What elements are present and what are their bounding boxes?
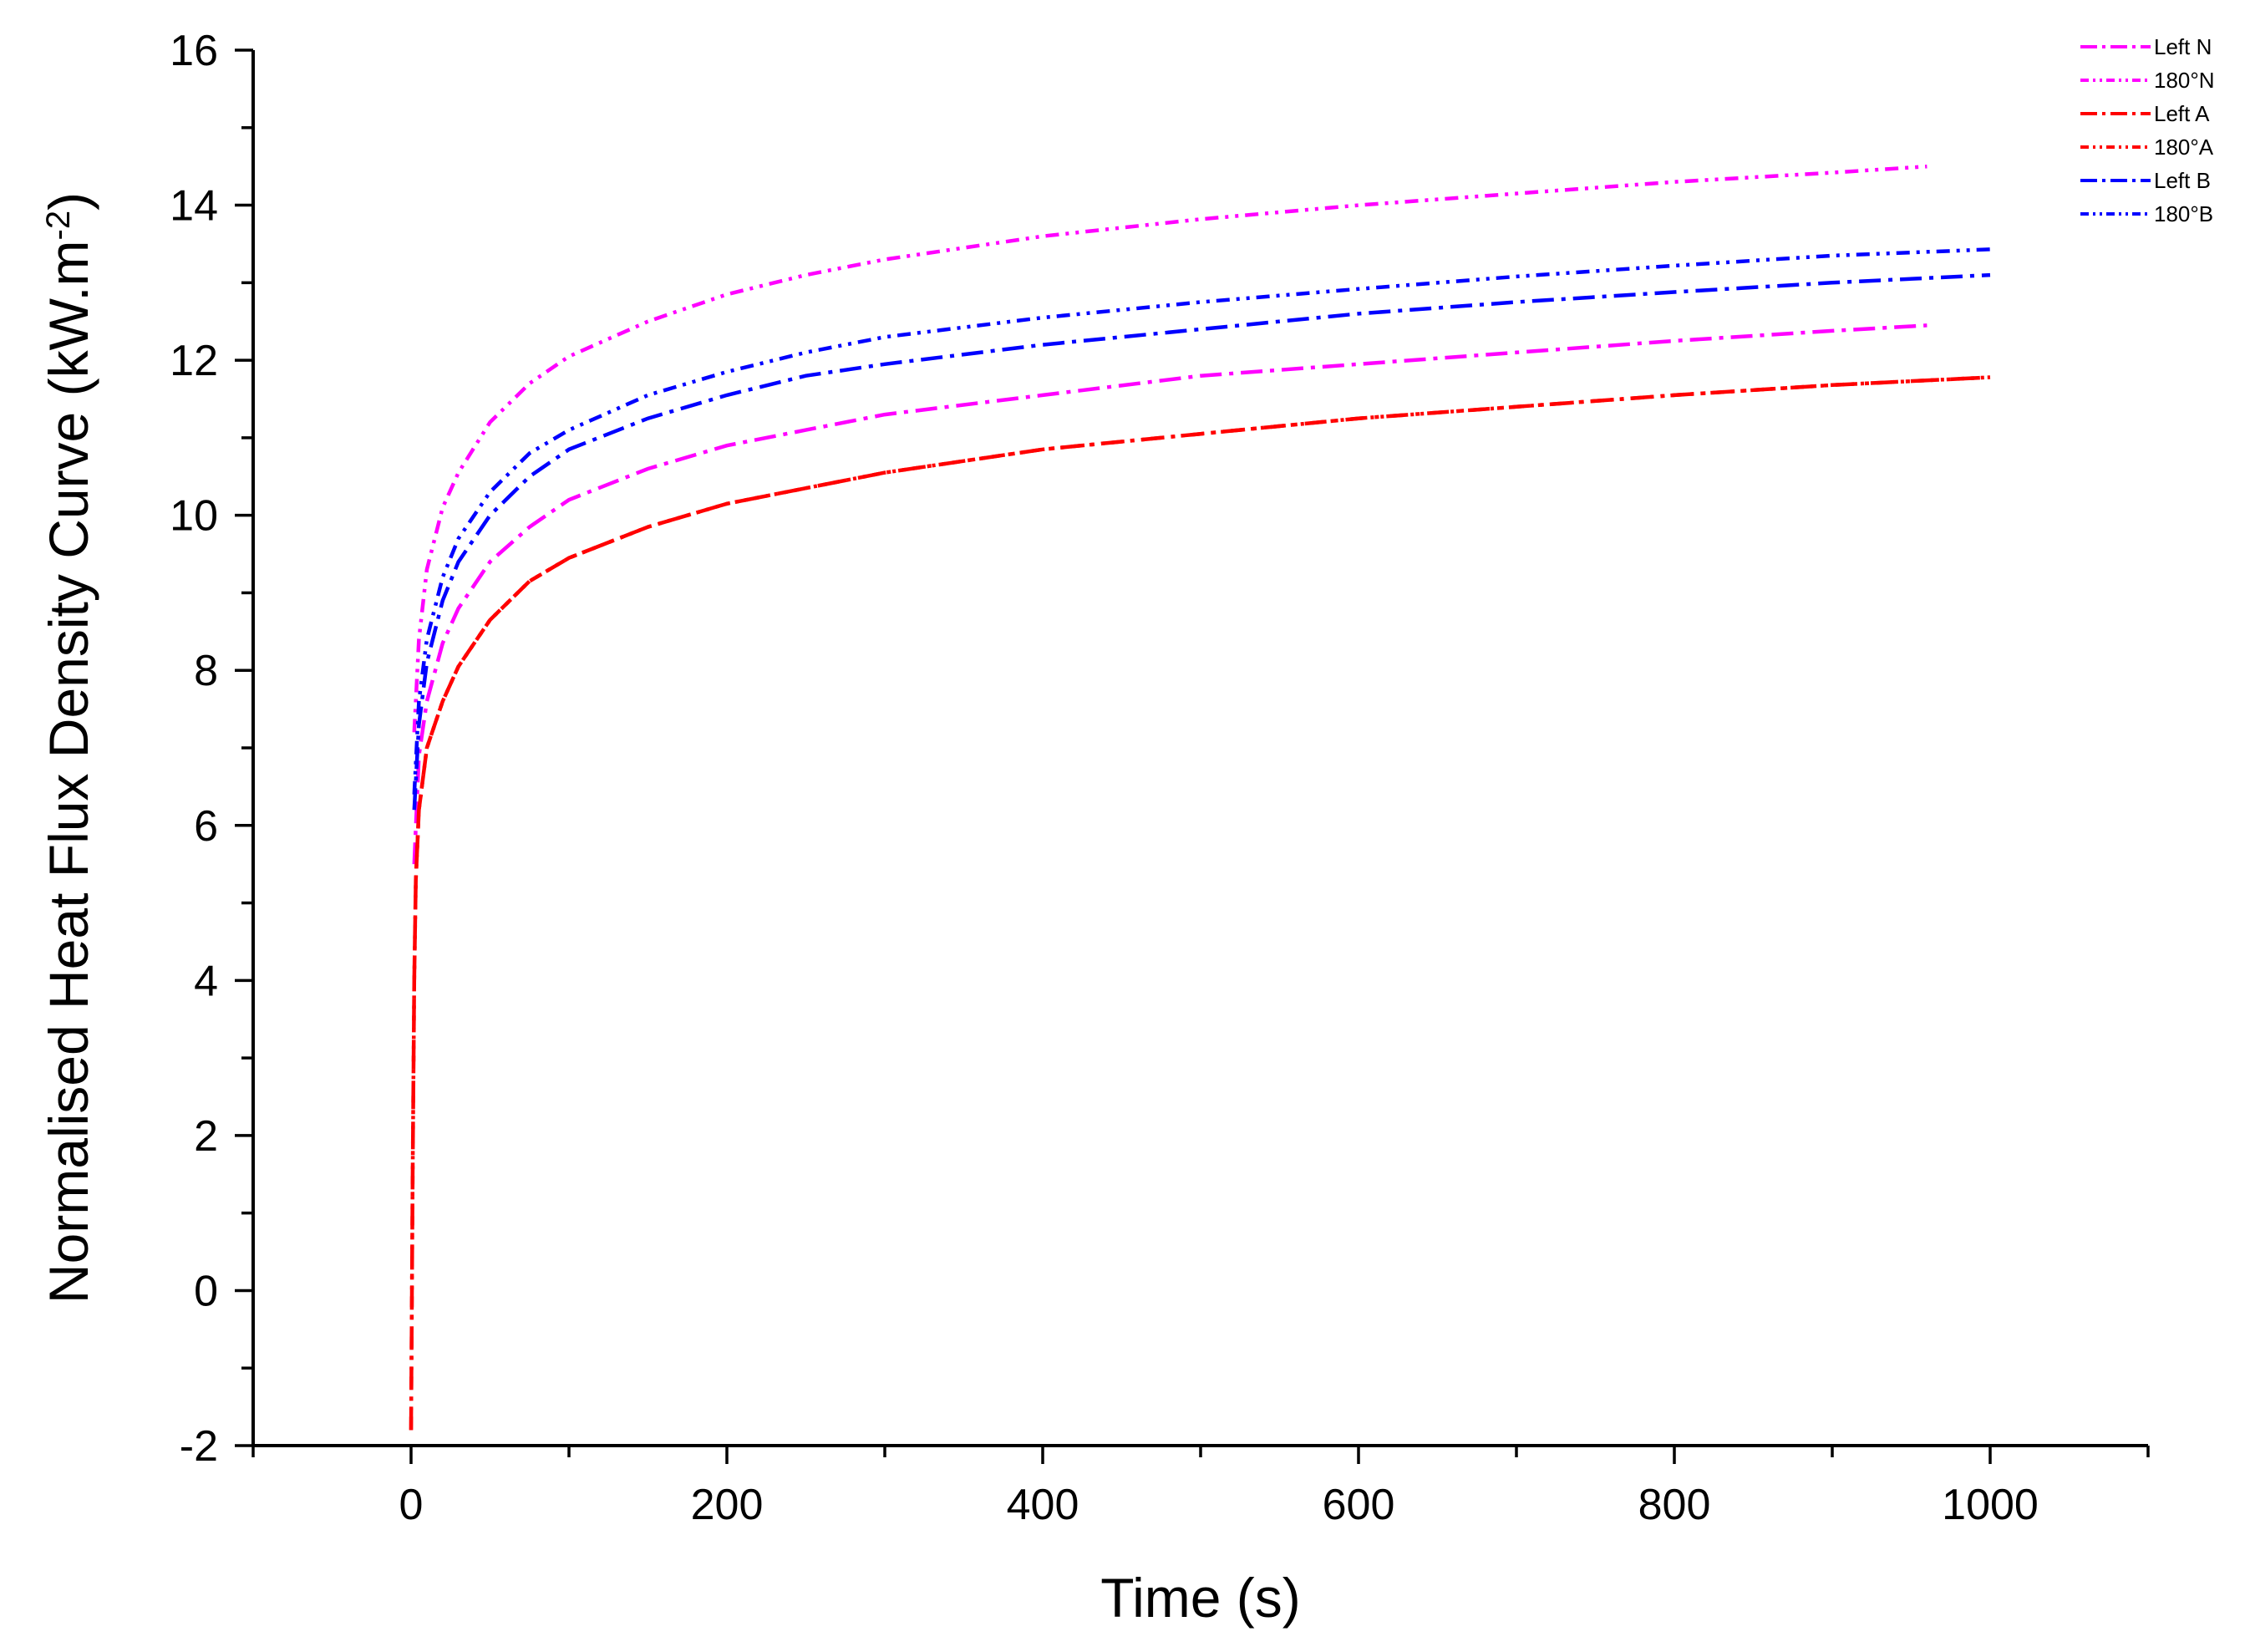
x-tick-label: 400 xyxy=(1007,1481,1079,1529)
y-tick-label: 10 xyxy=(170,492,218,541)
y-tick-label: 4 xyxy=(194,957,218,1005)
legend-label: Left A xyxy=(2154,101,2210,126)
x-tick-label: 1000 xyxy=(1942,1481,2039,1529)
y-axis-title-end: ) xyxy=(38,192,99,211)
y-axis-title-main: Normalised Heat Flux Density Curve (kW.m xyxy=(38,240,99,1304)
series-line-4 xyxy=(409,375,1991,1431)
x-tick-label: 600 xyxy=(1323,1481,1395,1529)
y-tick-labels: -2 0 2 4 6 8 10 12 14 16 xyxy=(170,27,218,1471)
legend-label: Left B xyxy=(2154,168,2211,193)
series-line-5 xyxy=(412,272,1991,811)
legend-label: 180°A xyxy=(2154,135,2214,160)
y-tick-label: 14 xyxy=(170,182,218,231)
y-tick-label: 8 xyxy=(194,647,218,695)
y-tick-label: 2 xyxy=(194,1112,218,1161)
series-lines xyxy=(409,164,1991,1431)
legend-label: 180°B xyxy=(2154,201,2213,226)
series-line-3 xyxy=(409,375,1991,1431)
y-axis-title-sup: -2 xyxy=(40,211,77,241)
y-tick-label: -2 xyxy=(180,1422,218,1471)
x-tick-label: 0 xyxy=(399,1481,424,1529)
x-axis-title: Time (s) xyxy=(1100,1567,1301,1629)
legend-label: 180°N xyxy=(2154,68,2215,93)
legend: Left N 180°N Left A 180°A Left B 180°B xyxy=(2080,34,2215,226)
y-tick-label: 12 xyxy=(170,337,218,385)
y-axis-title: Normalised Heat Flux Density Curve (kW.m… xyxy=(38,192,99,1304)
legend-label: Left N xyxy=(2154,34,2212,59)
y-tick-label: 6 xyxy=(194,802,218,851)
series-line-1 xyxy=(412,323,1927,865)
y-tick-label: 0 xyxy=(194,1267,218,1315)
x-tick-label: 200 xyxy=(691,1481,764,1529)
x-tick-labels: 0 200 400 600 800 1000 xyxy=(399,1481,2039,1529)
series-line-6 xyxy=(412,247,1991,795)
axes xyxy=(235,48,2150,1464)
series-line-2 xyxy=(412,164,1927,733)
x-tick-label: 800 xyxy=(1638,1481,1711,1529)
y-tick-label: 16 xyxy=(170,27,218,75)
